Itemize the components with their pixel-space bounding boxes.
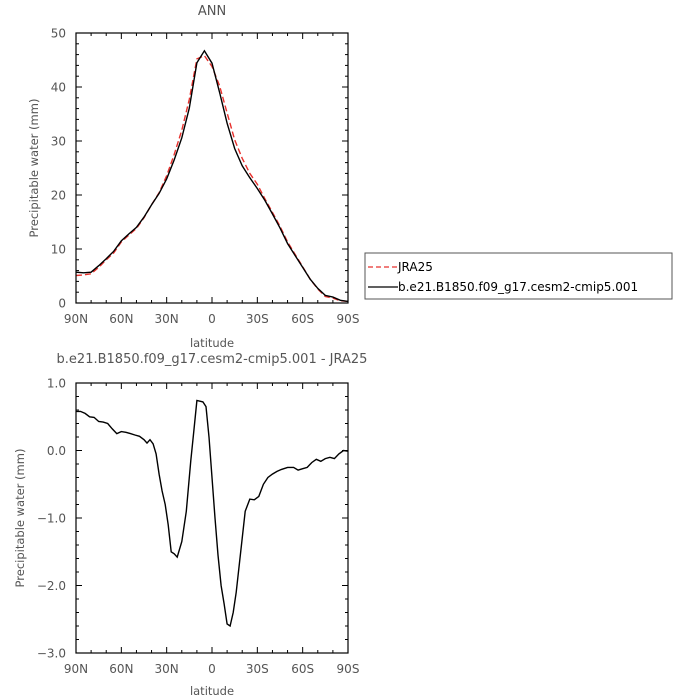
x-tick-label: 30N: [155, 312, 179, 326]
y-tick-label: −2.0: [37, 579, 66, 593]
y-tick-label: 30: [51, 135, 66, 149]
bottom-plot-frame: [75, 382, 349, 654]
x-tick-label: 90S: [337, 312, 360, 326]
top-axes: 90N 60N 30N 0 30S 60S 90S 0 10 20 30 40 50: [51, 27, 360, 327]
legend: JRA25 b.e21.B1850.f09_g17.cesm2-cmip5.00…: [364, 252, 673, 300]
y-tick-label: 50: [51, 27, 66, 41]
x-tick-label: 60S: [291, 662, 314, 676]
x-tick-label: 30S: [246, 662, 269, 676]
bottom-xlabel: latitude: [190, 684, 234, 698]
x-tick-label: 90N: [64, 312, 88, 326]
y-tick-label: 0.0: [47, 444, 66, 458]
top-plot-frame: [75, 32, 349, 304]
series-line-0: [76, 399, 349, 628]
legend-label-jra25: JRA25: [397, 260, 433, 274]
x-tick-label: 60N: [109, 662, 133, 676]
bottom-series: [76, 399, 349, 628]
x-tick-label: 90N: [64, 662, 88, 676]
top-series: [75, 49, 349, 303]
x-tick-label: 60S: [291, 312, 314, 326]
x-tick-label: 30N: [155, 662, 179, 676]
x-tick-label: 60N: [109, 312, 133, 326]
x-tick-label: 0: [208, 662, 216, 676]
series-line-0: [75, 54, 349, 303]
top-panel: ANN Precipitable water (mm) latitude 90N…: [27, 4, 359, 350]
legend-label-model: b.e21.B1850.f09_g17.cesm2-cmip5.001: [398, 280, 638, 294]
y-tick-label: 10: [51, 243, 66, 257]
y-tick-label: 1.0: [47, 377, 66, 391]
x-tick-label: 90S: [337, 662, 360, 676]
y-tick-label: −1.0: [37, 512, 66, 526]
top-ylabel: Precipitable water (mm): [27, 99, 41, 238]
y-tick-label: 0: [58, 297, 66, 311]
bottom-panel: b.e21.B1850.f09_g17.cesm2-cmip5.001 - JR…: [13, 352, 367, 698]
bottom-title: b.e21.B1850.f09_g17.cesm2-cmip5.001 - JR…: [57, 352, 368, 367]
y-tick-label: 20: [51, 189, 66, 203]
x-tick-label: 0: [208, 312, 216, 326]
bottom-ylabel: Precipitable water (mm): [13, 449, 27, 588]
series-line-1: [75, 49, 349, 303]
y-tick-label: −3.0: [37, 647, 66, 661]
bottom-axes: 90N 60N 30N 0 30S 60S 90S 1.0 0.0 −1.0 −2.0 −3.0: [37, 377, 360, 677]
x-tick-label: 30S: [246, 312, 269, 326]
top-xlabel: latitude: [190, 336, 234, 350]
legend-box: [364, 252, 673, 300]
top-title: ANN: [198, 4, 226, 19]
y-tick-label: 40: [51, 81, 66, 95]
